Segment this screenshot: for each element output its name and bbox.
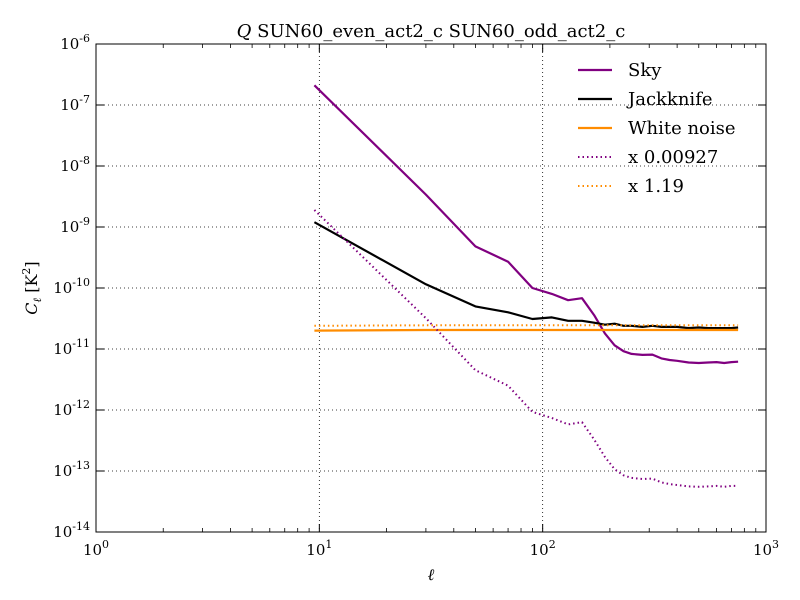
- series-line-2: [314, 328, 739, 332]
- y-axis-label-subscript: ℓ: [31, 297, 44, 302]
- y-tick-label: 10-8: [60, 154, 90, 175]
- y-tick-label: 10-13: [53, 459, 90, 480]
- tick-marks: [95, 43, 767, 533]
- title-text: SUN60_even_act2_c SUN60_odd_act2_c: [251, 21, 625, 42]
- y-axis-label-unit: [K: [22, 274, 41, 298]
- y-tick-label: 10-14: [53, 520, 90, 541]
- legend-entry: White noise: [628, 118, 736, 139]
- series-group: [313, 84, 739, 488]
- x-axis-label: ℓ: [428, 565, 435, 584]
- y-tick-label: 10-7: [60, 93, 90, 114]
- x-tick-label: 101: [306, 538, 332, 559]
- legend: Sky Jackknife White noise x 0.00927 x 1.19: [578, 60, 736, 197]
- series-line-3: [313, 209, 739, 488]
- series-line-4: [314, 324, 739, 327]
- grid: [96, 44, 766, 532]
- chart-title: Q SUN60_even_act2_c SUN60_odd_act2_c: [237, 21, 626, 42]
- legend-entry: Jackknife: [626, 89, 713, 110]
- y-tick-labels: 10-14 10-13 10-12 10-11 10-10 10-9 10-8 10-7 10-…: [53, 32, 90, 541]
- series-line-0: [313, 84, 739, 365]
- x-tick-labels: 100 101 102 103: [83, 538, 779, 559]
- legend-entry: x 0.00927: [628, 147, 718, 168]
- title-variable: Q: [237, 21, 252, 42]
- x-tick-label: 102: [530, 538, 556, 559]
- y-tick-label: 10-11: [53, 337, 90, 358]
- y-axis-label: Cℓ [K2]: [20, 261, 44, 314]
- y-tick-label: 10-9: [60, 215, 90, 236]
- legend-entry: Sky: [628, 60, 662, 81]
- y-axis-label-unit-close: ]: [22, 261, 41, 267]
- y-axis-label-main: C: [22, 302, 41, 314]
- y-tick-label: 10-6: [60, 32, 90, 53]
- y-tick-label: 10-10: [53, 276, 90, 297]
- legend-entry: x 1.19: [628, 176, 684, 197]
- y-axis-label-unit-exponent: 2: [20, 268, 33, 275]
- x-tick-label: 103: [753, 538, 779, 559]
- series-line-1: [313, 221, 739, 330]
- x-tick-label: 100: [83, 538, 109, 559]
- y-tick-label: 10-12: [53, 398, 90, 419]
